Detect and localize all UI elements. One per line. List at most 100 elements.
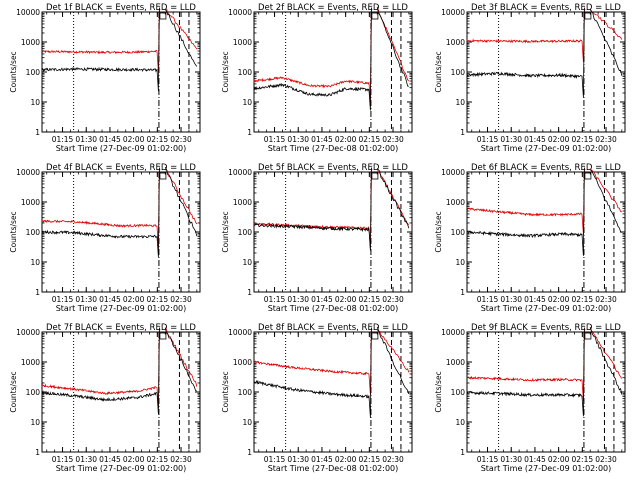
- y-tick-label: 1: [247, 448, 252, 457]
- events-series: [466, 7, 585, 98]
- panel-title: Det 3f BLACK = Events, RED = LLD: [471, 3, 621, 13]
- x-tick-label: 01:45: [99, 295, 121, 304]
- panel-title: Det 5f BLACK = Events, RED = LLD: [258, 163, 408, 173]
- plot-frame: [41, 11, 201, 133]
- events-series: [466, 167, 585, 256]
- flare-marker-box: [159, 332, 167, 340]
- events-series: [253, 167, 372, 251]
- plot-frame: [253, 11, 413, 133]
- x-tick-label: 02:00: [335, 135, 357, 144]
- x-tick-label: 02:30: [595, 455, 617, 464]
- panel-2: Det 2f BLACK = Events, RED = LLD 1 10 100 10…: [221, 3, 413, 153]
- y-axis-label: Counts/sec: [434, 371, 443, 412]
- plot-frame: [253, 331, 413, 453]
- x-tick-label: 01:30: [287, 295, 309, 304]
- x-axis-label: Start Time (27-Dec-09 01:02:00): [481, 304, 612, 313]
- x-tick-label: 01:15: [52, 295, 74, 304]
- y-axis-label: Counts/sec: [221, 371, 230, 412]
- lld-series: [42, 327, 160, 409]
- x-tick-label: 02:30: [170, 135, 192, 144]
- x-tick-label: 02:30: [170, 295, 192, 304]
- x-tick-label: 01:45: [311, 295, 333, 304]
- panel-3: Det 3f BLACK = Events, RED = LLD 1 10 100 10…: [434, 3, 626, 153]
- panel-6: Det 6f BLACK = Events, RED = LLD 1 10 100 10…: [434, 163, 626, 313]
- x-tick-label: 01:30: [287, 135, 309, 144]
- lld-series-tail: [165, 168, 198, 225]
- x-tick-label: 02:30: [595, 135, 617, 144]
- y-tick-label: 10: [242, 258, 252, 267]
- y-axis-label: Counts/sec: [221, 51, 230, 92]
- x-tick-label: 01:15: [52, 455, 74, 464]
- x-tick-label: 01:30: [500, 295, 522, 304]
- x-tick-label: 02:15: [572, 135, 594, 144]
- x-tick-label: 02:00: [123, 295, 145, 304]
- x-tick-label: 01:15: [264, 295, 286, 304]
- y-axis-label: Counts/sec: [9, 211, 18, 252]
- x-tick-label: 01:30: [500, 455, 522, 464]
- x-tick-label: 01:15: [477, 455, 499, 464]
- y-tick-label: 1000: [21, 38, 40, 47]
- y-tick-label: 1000: [446, 198, 465, 207]
- y-tick-label: 10000: [16, 8, 40, 17]
- y-tick-label: 10000: [228, 168, 252, 177]
- x-tick-label: 02:00: [548, 135, 570, 144]
- panel-8: Det 8f BLACK = Events, RED = LLD 1 10 100 10…: [221, 323, 413, 473]
- lld-series: [41, 7, 160, 73]
- lld-series-tail: [589, 168, 622, 213]
- lld-series: [466, 7, 585, 63]
- x-tick-label: 02:15: [147, 295, 169, 304]
- y-tick-label: 100: [26, 388, 41, 397]
- x-tick-label: 02:30: [382, 295, 404, 304]
- panel-4: Det 4f BLACK = Events, RED = LLD 1 10 100 10…: [9, 163, 201, 313]
- flare-marker-box: [371, 12, 379, 20]
- y-tick-label: 10: [242, 418, 252, 427]
- x-tick-label: 02:00: [548, 455, 570, 464]
- lld-series-tail: [164, 327, 198, 387]
- x-tick-label: 02:30: [382, 455, 404, 464]
- lld-series-tail: [589, 327, 623, 379]
- x-tick-label: 02:15: [359, 455, 381, 464]
- x-tick-label: 01:30: [75, 295, 97, 304]
- x-tick-label: 02:15: [147, 135, 169, 144]
- y-tick-label: 10000: [228, 328, 252, 337]
- flare-marker-box: [584, 12, 592, 20]
- flare-marker-box: [371, 172, 379, 180]
- panel-5: Det 5f BLACK = Events, RED = LLD 1 10 100 10…: [221, 163, 413, 313]
- events-series: [253, 7, 372, 111]
- y-tick-label: 1000: [233, 38, 252, 47]
- x-tick-label: 02:30: [382, 135, 404, 144]
- y-tick-label: 1: [460, 448, 465, 457]
- x-tick-label: 02:15: [359, 295, 381, 304]
- flare-marker-box: [584, 332, 592, 340]
- x-tick-label: 01:45: [311, 455, 333, 464]
- y-tick-label: 10000: [441, 328, 465, 337]
- x-axis-label: Start Time (27-Dec-09 01:02:00): [56, 464, 187, 473]
- x-tick-label: 01:45: [524, 455, 546, 464]
- events-series-tail: [589, 8, 623, 76]
- y-tick-label: 10: [30, 258, 40, 267]
- x-tick-label: 01:15: [264, 455, 286, 464]
- panel-7: Det 7f BLACK = Events, RED = LLD 1 10 100 10…: [9, 323, 201, 473]
- x-axis-label: Start Time (27-Dec-09 01:02:00): [56, 304, 187, 313]
- x-tick-label: 01:30: [287, 455, 309, 464]
- x-tick-label: 01:45: [99, 455, 121, 464]
- panel-title: Det 1f BLACK = Events, RED = LLD: [46, 3, 196, 13]
- y-axis-label: Counts/sec: [434, 211, 443, 252]
- y-tick-label: 10: [30, 418, 40, 427]
- events-series: [41, 327, 160, 415]
- events-series-tail: [589, 169, 623, 233]
- panel-title: Det 6f BLACK = Events, RED = LLD: [471, 163, 621, 173]
- y-tick-label: 1000: [446, 38, 465, 47]
- x-tick-label: 01:45: [524, 295, 546, 304]
- events-series: [466, 327, 585, 417]
- x-axis-label: Start Time (27-Dec-09 01:02:00): [481, 144, 612, 153]
- x-axis-label: Start Time (27-Dec-09 01:02:00): [481, 464, 612, 473]
- y-tick-label: 10000: [16, 168, 40, 177]
- lld-series-tail: [376, 329, 410, 373]
- y-tick-label: 10000: [16, 328, 40, 337]
- y-tick-label: 10: [242, 98, 252, 107]
- y-tick-label: 100: [26, 228, 41, 237]
- y-tick-label: 100: [451, 68, 466, 77]
- flare-marker-box: [371, 332, 379, 340]
